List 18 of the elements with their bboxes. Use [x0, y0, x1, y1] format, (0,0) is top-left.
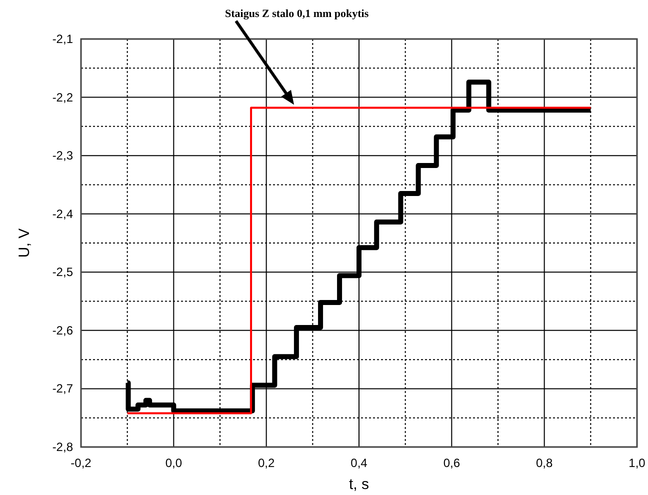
x-tick-label: 0,6	[443, 456, 460, 470]
x-tick-label: 1,0	[628, 456, 646, 470]
x-tick-label: 0,2	[258, 456, 275, 470]
y-tick-label: -2,6	[52, 323, 74, 338]
y-tick-label: -2,3	[52, 148, 74, 163]
x-axis-title: t, s	[348, 476, 370, 493]
y-axis-title: U, V	[16, 228, 33, 258]
x-tick-label: 0,4	[350, 456, 368, 470]
x-tick-label: -0,2	[70, 456, 92, 470]
x-tick-label: 0,8	[536, 456, 553, 470]
y-tick-label: -2,1	[52, 32, 74, 46]
text: Staigus Z stalo 0,1 mm pokytis	[225, 8, 370, 20]
x-tick-label: 0,0	[165, 456, 182, 470]
y-tick-label: -2,4	[52, 206, 74, 221]
y-tick-label: -2,7	[52, 382, 74, 396]
y-tick-label: -2,2	[52, 90, 74, 104]
y-tick-label: -2,8	[52, 440, 74, 454]
y-tick-label: -2,5	[52, 265, 74, 280]
